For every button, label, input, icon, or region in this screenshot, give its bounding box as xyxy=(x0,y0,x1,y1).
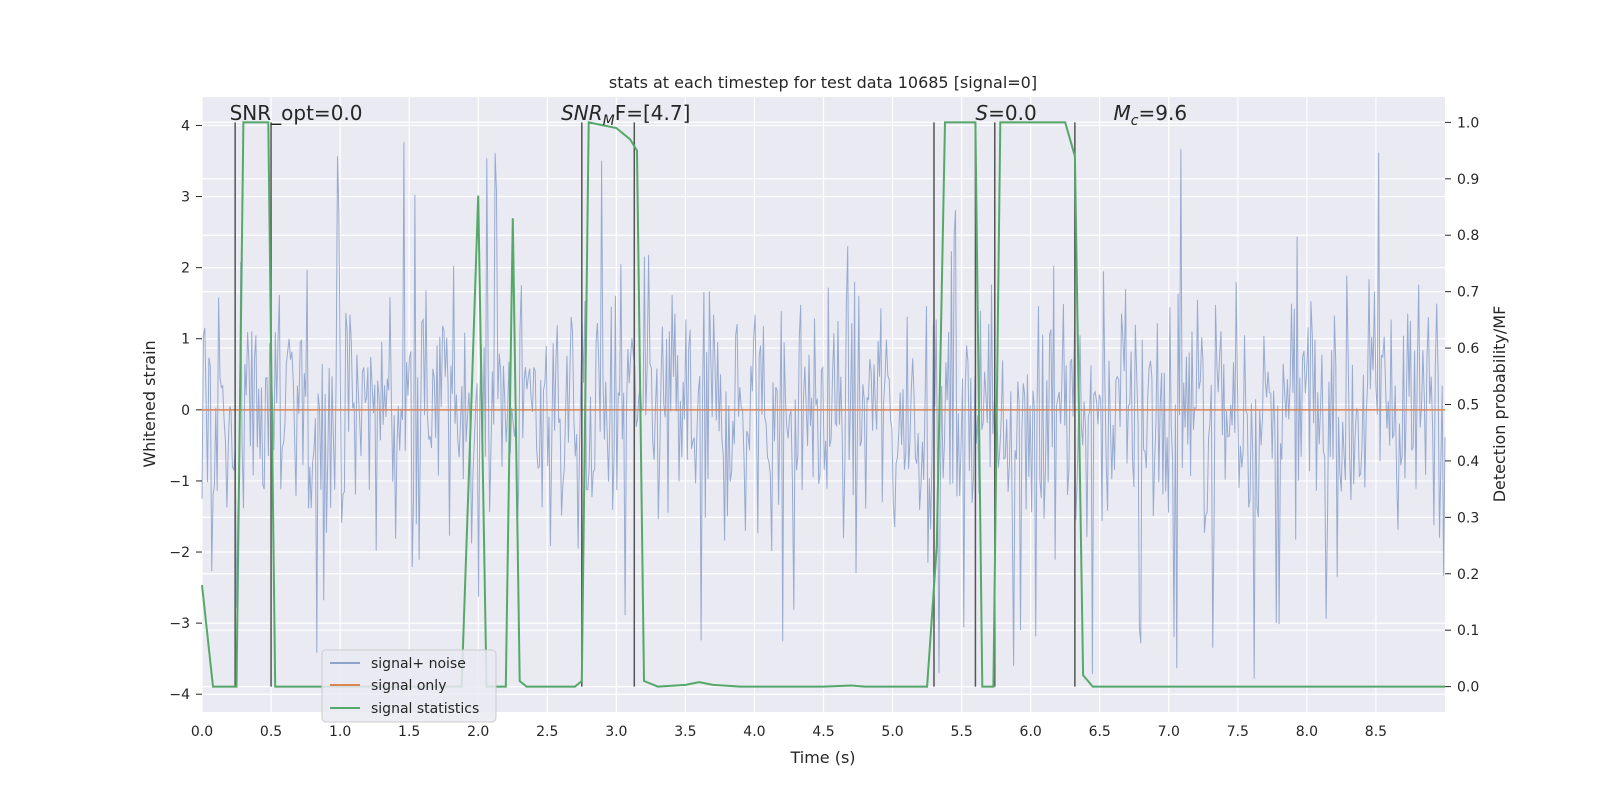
legend-label-signal-statistics: signal statistics xyxy=(371,701,479,717)
x-tick-label: 8.0 xyxy=(1296,724,1318,740)
x-tick-label: 4.5 xyxy=(812,724,834,740)
x-tick-label: 1.0 xyxy=(329,724,351,740)
x-tick-labels: 0.0 0.5 1.0 1.5 2.0 2.5 3.0 3.5 4.0 4.5 5.0 5.5 6.0 6… xyxy=(191,724,1387,740)
legend-label-signal-only: signal only xyxy=(371,678,446,694)
y-tick-label: 3 xyxy=(181,190,190,206)
x-tick-label: 4.0 xyxy=(743,724,765,740)
x-tick-label: 7.5 xyxy=(1227,724,1249,740)
y-tick-label: 4 xyxy=(181,118,190,134)
y-tick-label: 0 xyxy=(181,403,190,419)
x-tick-label: 6.5 xyxy=(1089,724,1111,740)
legend: signal+ noise signal only signal statist… xyxy=(321,649,497,723)
y-right-tick-label: 0.9 xyxy=(1457,172,1479,188)
y-axis-label: Whitened strain xyxy=(140,340,159,467)
y-tick-label: −3 xyxy=(169,616,190,632)
y-right-tick-labels: 1.0 0.9 0.8 0.7 0.6 0.5 0.4 0.3 0.2 0.1 0.0 xyxy=(1445,115,1479,696)
y-right-tick-label: 0.0 xyxy=(1457,680,1479,696)
y-right-tick-label: 1.0 xyxy=(1457,115,1479,131)
y-tick-label: −2 xyxy=(169,545,190,561)
x-axis-label: Time (s) xyxy=(789,748,855,767)
annotation-text: S=0.0 xyxy=(975,101,1036,125)
annotations: SNR_opt=0.0 SNRMF=[4.7] S=0.0 Mc=9.6 xyxy=(230,101,1187,129)
y-right-axis-label: Detection probability/MF xyxy=(1490,306,1509,503)
y-right-tick-label: 0.5 xyxy=(1457,398,1479,414)
x-tick-label: 5.5 xyxy=(950,724,972,740)
y-tick-label: 2 xyxy=(181,261,190,277)
y-right-tick-label: 0.8 xyxy=(1457,228,1479,244)
y-tick-label: −4 xyxy=(169,687,190,703)
x-tick-label: 3.0 xyxy=(605,724,627,740)
y-right-tick-label: 0.2 xyxy=(1457,567,1479,583)
x-tick-label: 0.0 xyxy=(191,724,213,740)
x-tick-label: 8.5 xyxy=(1365,724,1387,740)
x-tick-label: 5.0 xyxy=(881,724,903,740)
annotation-text: SNRMF=[4.7] xyxy=(561,101,690,129)
chart-title: stats at each timestep for test data 106… xyxy=(609,73,1037,92)
annotation-text: Mc=9.6 xyxy=(1114,101,1188,129)
x-tick-label: 7.0 xyxy=(1158,724,1180,740)
y-tick-labels: 4 3 2 1 0 −1 −2 −3 −4 xyxy=(169,118,202,703)
x-tick-label: 6.0 xyxy=(1020,724,1042,740)
annotation-text: SNR_opt=0.0 xyxy=(230,101,363,125)
y-right-tick-label: 0.6 xyxy=(1457,341,1479,357)
x-tick-label: 2.0 xyxy=(467,724,489,740)
y-right-tick-label: 0.4 xyxy=(1457,454,1479,470)
x-tick-label: 2.5 xyxy=(536,724,558,740)
y-right-tick-label: 0.1 xyxy=(1457,623,1479,639)
y-right-tick-label: 0.3 xyxy=(1457,510,1479,526)
y-tick-label: 1 xyxy=(181,332,190,348)
legend-box xyxy=(321,649,497,723)
legend-label-signal-noise: signal+ noise xyxy=(371,656,466,672)
y-right-tick-label: 0.7 xyxy=(1457,285,1479,301)
signal-noise-line xyxy=(201,142,1446,679)
x-tick-label: 1.5 xyxy=(398,724,420,740)
series-signal-noise xyxy=(201,142,1446,679)
x-tick-label: 0.5 xyxy=(260,724,282,740)
x-tick-label: 3.5 xyxy=(674,724,696,740)
y-tick-label: −1 xyxy=(169,474,190,490)
